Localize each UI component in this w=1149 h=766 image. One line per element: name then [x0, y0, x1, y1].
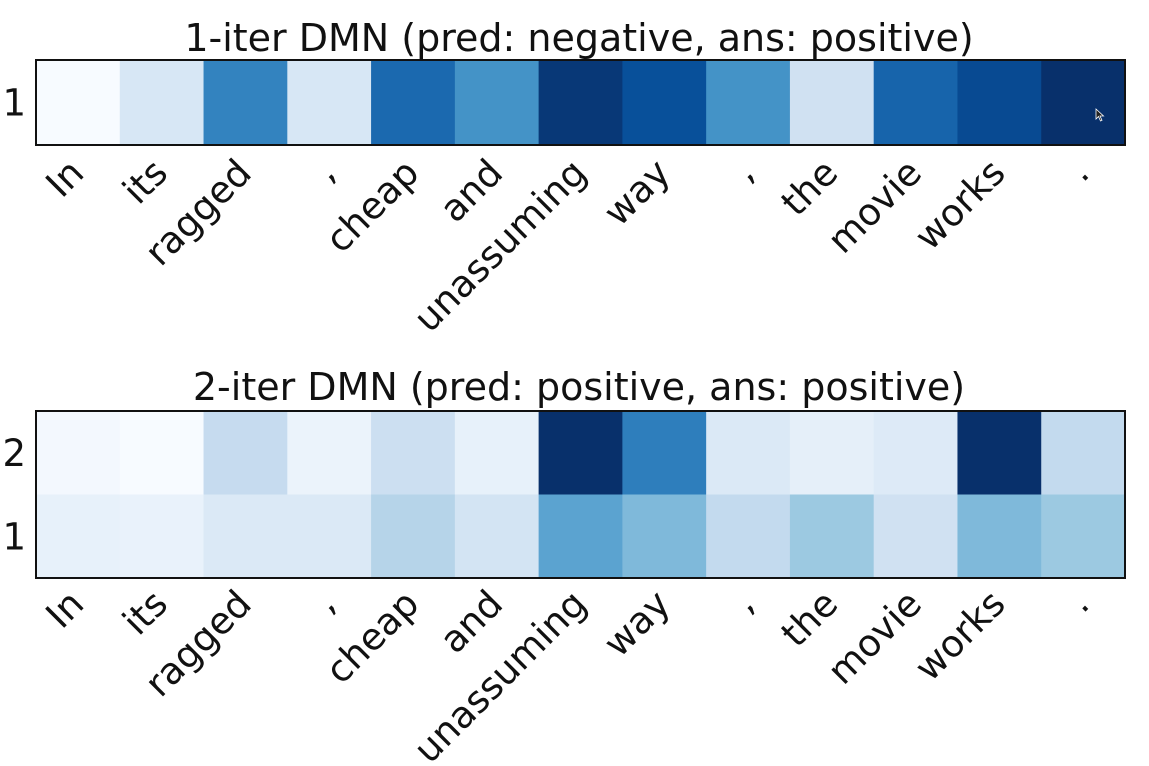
heatmap-cell [706, 411, 791, 496]
heatmap-cell [789, 494, 875, 579]
heatmap-cell [957, 60, 1042, 146]
y-tick-label: 2 [2, 432, 26, 475]
x-tick-label: . [1059, 151, 1098, 190]
x-tick-label: In [38, 582, 93, 637]
heatmap-cell [119, 411, 205, 496]
heatmap-cell [1041, 411, 1126, 496]
heatmap-cell [454, 60, 540, 146]
heatmap-cell [538, 60, 623, 146]
x-tick-label: movie [819, 582, 930, 693]
x-tick-label: , [724, 151, 763, 190]
x-tick-label: works [906, 582, 1013, 689]
heatmap-cell [36, 60, 121, 146]
heatmap-cell [203, 494, 288, 579]
x-tick-label: the [773, 582, 846, 655]
x-tick-label: . [1059, 582, 1098, 621]
x-tick-label: , [724, 582, 763, 621]
heatmap-cells [36, 411, 1126, 579]
heatmap-cell [538, 411, 623, 496]
heatmap-cell [1041, 494, 1126, 579]
heatmap-cell [371, 494, 456, 579]
x-tick-label: In [38, 151, 93, 206]
x-tick-label: works [906, 151, 1013, 258]
heatmap-cell [957, 411, 1042, 496]
heatmap-cell [538, 494, 623, 579]
x-tick-label: its [114, 151, 176, 213]
heatmap-cell [622, 494, 707, 579]
heatmap-cell [873, 60, 959, 146]
x-tick-label: , [305, 151, 344, 190]
heatmap-cell [873, 494, 959, 579]
x-tick-label: cheap [317, 151, 427, 261]
chart-title: 2-iter DMN (pred: positive, ans: positiv… [193, 365, 965, 409]
plot-frame [35, 59, 1126, 146]
heatmap-cell [706, 494, 791, 579]
x-tick-label: way [595, 582, 678, 665]
x-tick-label: the [773, 151, 846, 224]
y-axis-ticks: 1 [2, 82, 26, 125]
heatmap-cell [371, 60, 456, 146]
x-tick-label: , [305, 582, 344, 621]
y-tick-label: 1 [2, 515, 26, 558]
heatmap-cell [789, 411, 875, 496]
plot-frame [35, 410, 1126, 579]
heatmap-cell [203, 60, 288, 146]
heatmap-cell [36, 411, 121, 496]
heatmap-cell [287, 411, 372, 496]
x-tick-label: its [114, 582, 176, 644]
mouse-pointer-icon [1095, 108, 1105, 122]
heatmap-cell [706, 60, 791, 146]
heatmap-panel-2iter: 2-iter DMN (pred: positive, ans: positiv… [2, 365, 1126, 766]
heatmap-cell [1041, 60, 1126, 146]
x-tick-label: way [595, 151, 678, 234]
heatmap-cell [36, 494, 121, 579]
heatmap-cells [36, 60, 1126, 146]
heatmap-cell [119, 60, 205, 146]
heatmap-cell [371, 411, 456, 496]
heatmap-panel-1iter: 1-iter DMN (pred: negative, ans: positiv… [2, 16, 1126, 340]
x-tick-label: cheap [317, 582, 427, 692]
y-tick-label: 1 [2, 82, 26, 125]
heatmap-cell [119, 494, 205, 579]
heatmap-cell [203, 411, 288, 496]
heatmap-cell [957, 494, 1042, 579]
heatmap-cell [622, 60, 707, 146]
heatmap-cell [454, 411, 540, 496]
heatmap-cell [454, 494, 540, 579]
heatmap-cell [287, 494, 372, 579]
heatmap-cell [789, 60, 875, 146]
chart-title: 1-iter DMN (pred: negative, ans: positiv… [184, 16, 973, 60]
x-tick-label: movie [819, 151, 930, 262]
heatmap-cell [287, 60, 372, 146]
heatmap-cell [873, 411, 959, 496]
heatmap-cell [622, 411, 707, 496]
y-axis-ticks: 21 [2, 432, 26, 559]
